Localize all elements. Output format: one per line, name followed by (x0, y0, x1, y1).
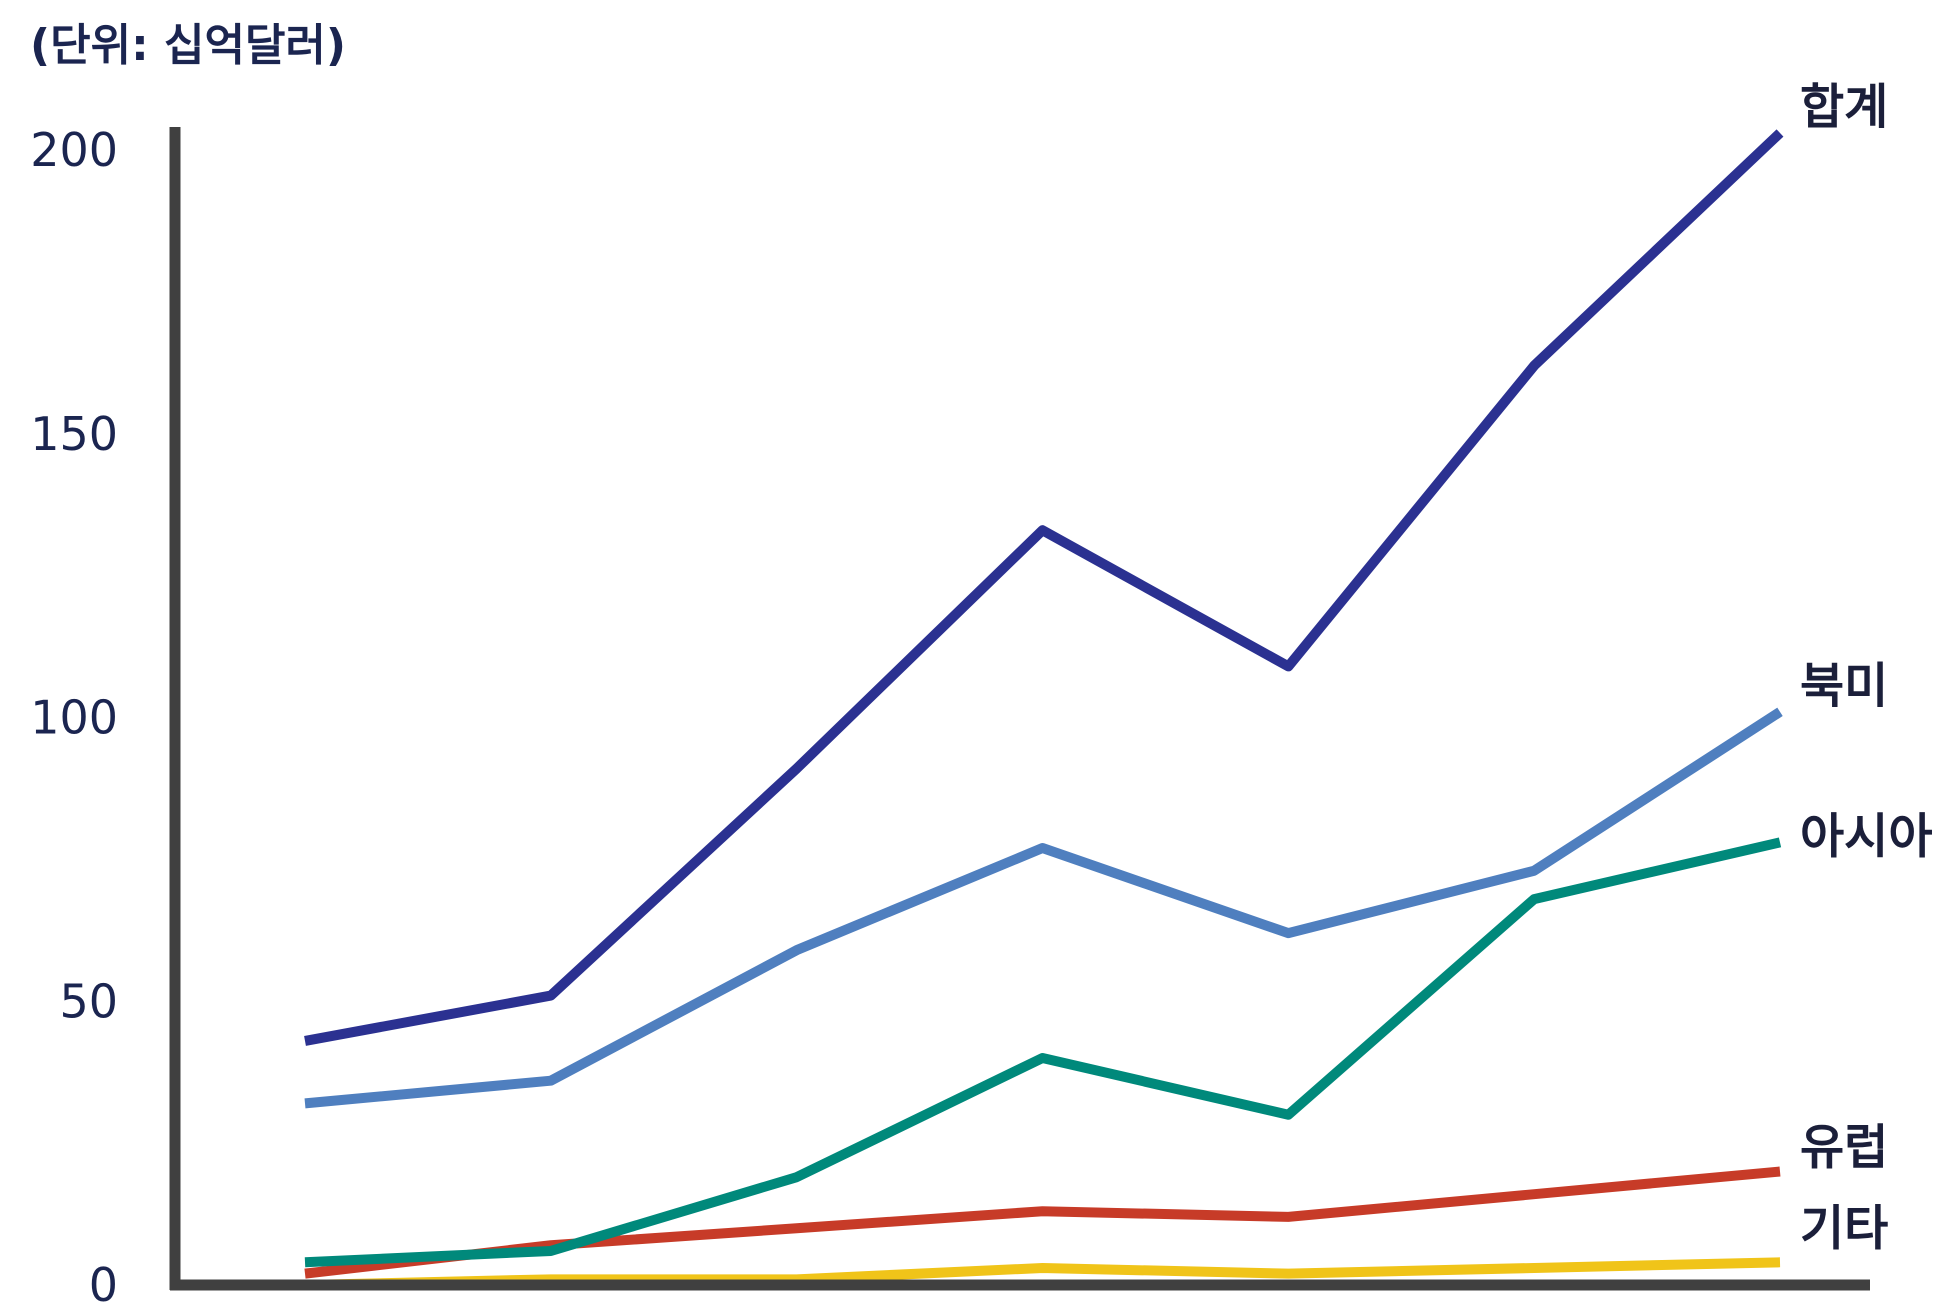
series-line-5 (304, 1257, 1781, 1290)
series-label-4: 유럽 (1800, 1120, 1888, 1176)
unit-label: (단위: 십억달러) (30, 20, 346, 71)
series-line-2 (304, 707, 1783, 1109)
series-line-4 (304, 1166, 1781, 1279)
series-label-1: 합계 (1800, 79, 1888, 135)
series-lines (304, 129, 1784, 1290)
y-tick-label: 100 (30, 691, 118, 745)
y-tick-label: 50 (59, 974, 118, 1028)
y-axis-tick-labels: 0 50 100 150 200 (30, 123, 118, 1306)
series-label-5: 기타 (1800, 1200, 1888, 1256)
series-line-1 (304, 129, 1784, 1046)
y-tick-label: 0 (89, 1258, 118, 1306)
y-tick-label: 200 (30, 123, 118, 177)
series-label-3: 아시아 (1800, 808, 1932, 864)
series-line-3 (304, 837, 1782, 1268)
series-label-2: 북미 (1800, 658, 1888, 714)
y-tick-label: 150 (30, 407, 118, 461)
